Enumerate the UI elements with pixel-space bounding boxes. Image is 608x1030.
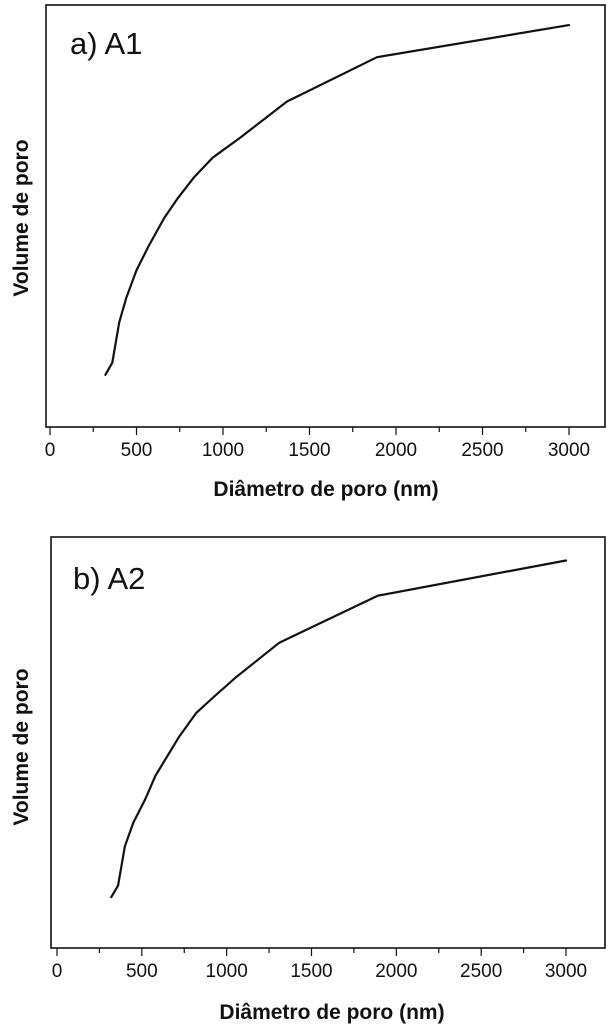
x-tick-label: 2500 (461, 440, 503, 461)
y-axis-title-a: Volume de poro (10, 139, 33, 296)
x-axis-ticks-a: 0 500 1000 1500 2000 2500 3000 (45, 427, 590, 461)
x-axis-ticks-b: 0 500 1000 1500 2000 2500 3000 (52, 948, 587, 982)
plot-frame-b (50, 536, 606, 949)
panel-title-b: b) A2 (73, 561, 145, 596)
x-tick-label: 500 (126, 961, 158, 982)
x-tick-label: 2500 (460, 961, 502, 982)
x-tick-label: 2000 (375, 961, 417, 982)
x-tick-label: 0 (45, 440, 56, 461)
x-tick-label: 1000 (202, 440, 244, 461)
x-axis-title-b: Diâmetro de poro (nm) (219, 1001, 444, 1024)
x-tick-label: 1500 (288, 440, 330, 461)
x-tick-label: 1000 (206, 961, 248, 982)
x-tick-label: 2000 (375, 440, 417, 461)
chart-panel-a: a) A1 Volume de poro Diâmetro de poro (n… (10, 4, 606, 501)
y-axis-title-b: Volume de poro (10, 668, 33, 825)
x-tick-label: 1500 (290, 961, 332, 982)
x-tick-label: 3000 (545, 961, 587, 982)
chart-panel-b: b) A2 Volume de poro Diâmetro de poro (n… (10, 536, 606, 1024)
x-tick-label: 500 (121, 440, 153, 461)
panel-title-a: a) A1 (70, 26, 142, 61)
data-line-b (110, 559, 568, 899)
plot-frame-a (45, 4, 606, 428)
x-axis-title-a: Diâmetro de poro (nm) (213, 478, 438, 501)
x-tick-label: 3000 (548, 440, 590, 461)
x-tick-label: 0 (52, 961, 63, 982)
data-line-a (104, 24, 571, 376)
